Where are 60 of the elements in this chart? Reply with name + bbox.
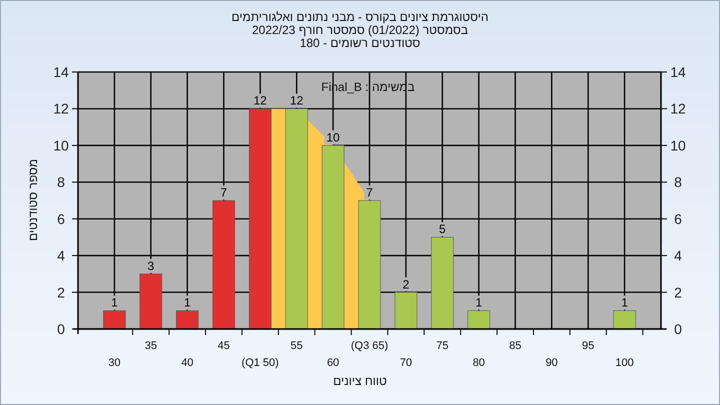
bar — [103, 310, 126, 330]
data-label: 1 — [621, 296, 628, 310]
bar — [176, 310, 199, 330]
bar — [431, 236, 454, 330]
data-label: 12 — [254, 94, 268, 108]
y-tick-label: 10 — [53, 137, 69, 154]
y2-tick-label: 0 — [674, 321, 682, 337]
x-tick-label: 55 — [290, 340, 303, 352]
x-tick-label: 80 — [472, 357, 485, 369]
y2-tick-label: 4 — [674, 248, 682, 264]
y2-tick-label: 2 — [674, 284, 682, 300]
data-label: 12 — [290, 94, 304, 108]
y-tick-label: 14 — [53, 64, 69, 80]
x-tick-label: 40 — [181, 357, 194, 369]
y-axis-title: מספר סטודנטים — [26, 158, 40, 242]
bar — [468, 310, 490, 330]
x-tick-label: 35 — [144, 340, 157, 352]
y2-tick-label: 12 — [670, 100, 686, 117]
chart-subtitle: בסמסטר (01/2022) סמסטר חורף 2022/23 — [252, 23, 468, 37]
y-tick-label: 6 — [57, 210, 66, 227]
y-tick-label: 12 — [53, 100, 69, 117]
x-tick-label: 60 — [326, 357, 340, 369]
x-tick-label: 90 — [546, 357, 558, 369]
y2-tick-label: 6 — [674, 210, 682, 227]
data-label: 5 — [439, 222, 446, 236]
data-label: 1 — [111, 296, 118, 310]
data-label: 1 — [184, 296, 191, 310]
y2-tick-label: 8 — [674, 174, 682, 190]
y2-tick-label: 14 — [670, 64, 686, 80]
bar — [394, 292, 418, 330]
x-tick-label: (Q3 65) — [350, 340, 388, 352]
y-tick-label: 8 — [57, 174, 66, 190]
x-tick-label: 100 — [615, 357, 634, 369]
bar — [285, 108, 308, 330]
data-label: 3 — [148, 258, 155, 273]
bar — [248, 108, 272, 330]
x-axis-title: טווח ציונים — [333, 374, 388, 388]
data-label: 10 — [326, 130, 340, 144]
data-label: 7 — [366, 186, 374, 200]
bar — [140, 274, 162, 330]
bar — [613, 310, 636, 330]
data-label: 1 — [475, 296, 482, 310]
text: סטודנטים רשומים - 180 — [300, 36, 420, 50]
y-tick-label: 4 — [57, 248, 66, 264]
x-tick-label: 45 — [218, 340, 230, 352]
x-tick-label: 85 — [509, 340, 522, 352]
x-tick-label: 95 — [582, 340, 594, 352]
chart-title: היסטוגרמת ציונים בקורס - מבני נתונים ואלגוריתמים — [231, 10, 489, 24]
y-tick-label: 0 — [57, 321, 66, 337]
y-tick-label: 2 — [57, 284, 66, 300]
data-label: 7 — [220, 186, 228, 200]
bar — [212, 200, 235, 330]
x-tick-label: 75 — [436, 340, 448, 352]
data-label: 2 — [402, 277, 410, 292]
y2-tick-label: 10 — [670, 137, 686, 154]
x-tick-label: (Q1 50) — [242, 357, 279, 369]
x-tick-label: 30 — [108, 357, 121, 369]
x-tick-label: 70 — [400, 357, 412, 369]
bar — [322, 145, 344, 330]
bar — [358, 200, 381, 330]
